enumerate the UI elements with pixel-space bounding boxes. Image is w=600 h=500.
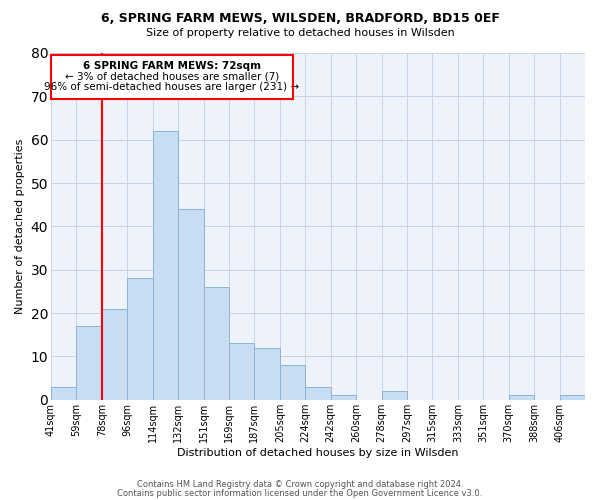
FancyBboxPatch shape [51, 55, 293, 98]
Bar [331, 396, 356, 400]
Text: 6, SPRING FARM MEWS, WILSDEN, BRADFORD, BD15 0EF: 6, SPRING FARM MEWS, WILSDEN, BRADFORD, … [101, 12, 499, 26]
Bar [509, 396, 534, 400]
Bar [280, 365, 305, 400]
Bar [229, 344, 254, 400]
Bar [51, 387, 76, 400]
Y-axis label: Number of detached properties: Number of detached properties [15, 138, 25, 314]
Text: Size of property relative to detached houses in Wilsden: Size of property relative to detached ho… [146, 28, 454, 38]
Text: Contains HM Land Registry data © Crown copyright and database right 2024.: Contains HM Land Registry data © Crown c… [137, 480, 463, 489]
X-axis label: Distribution of detached houses by size in Wilsden: Distribution of detached houses by size … [177, 448, 459, 458]
Bar [178, 209, 203, 400]
Text: ← 3% of detached houses are smaller (7): ← 3% of detached houses are smaller (7) [65, 71, 279, 81]
Text: Contains public sector information licensed under the Open Government Licence v3: Contains public sector information licen… [118, 488, 482, 498]
Bar [382, 391, 407, 400]
Bar [203, 287, 229, 400]
Text: 96% of semi-detached houses are larger (231) →: 96% of semi-detached houses are larger (… [44, 82, 299, 92]
Text: 6 SPRING FARM MEWS: 72sqm: 6 SPRING FARM MEWS: 72sqm [83, 61, 261, 71]
Bar [152, 131, 178, 400]
Bar [76, 326, 102, 400]
Bar [305, 387, 331, 400]
Bar [102, 309, 127, 400]
Bar [127, 278, 152, 400]
Bar [254, 348, 280, 400]
Bar [560, 396, 585, 400]
